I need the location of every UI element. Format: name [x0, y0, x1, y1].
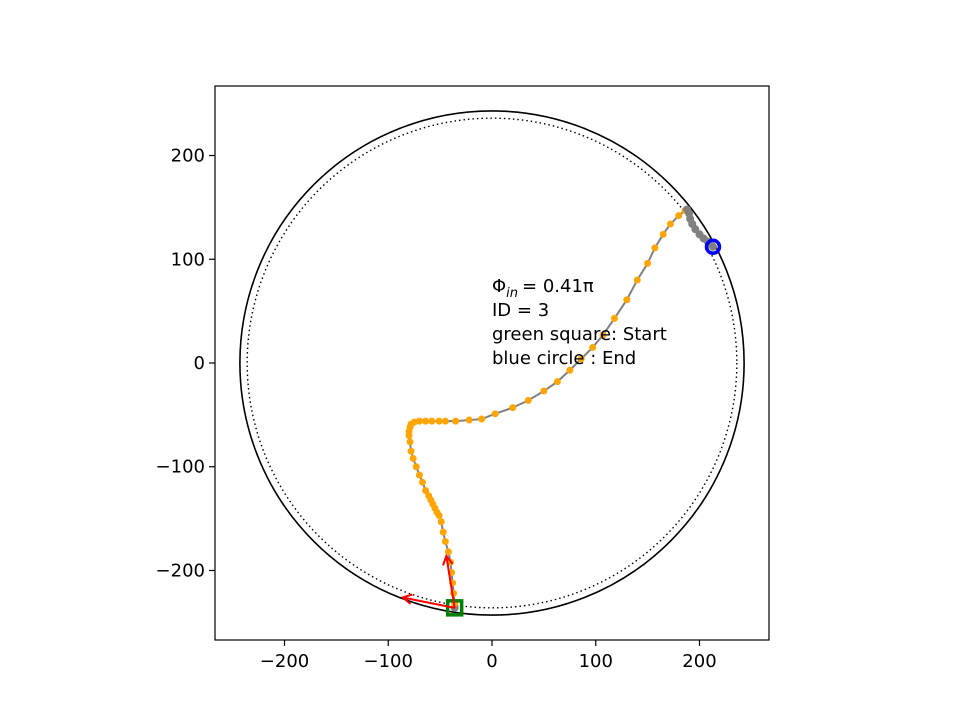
orange-point: [409, 454, 417, 462]
orange-point: [452, 417, 460, 425]
phi-subscript: in: [506, 286, 518, 301]
orange-point: [589, 343, 597, 351]
orange-point: [478, 415, 486, 423]
x-tick-label: 0: [486, 651, 497, 672]
orange-point: [444, 548, 452, 556]
start-square-marker: [445, 599, 464, 617]
x-tick-label: −200: [260, 651, 309, 672]
orange-point: [666, 220, 674, 228]
y-tick-label: 200: [171, 146, 205, 167]
orange-point: [410, 418, 418, 426]
orange-point: [435, 417, 443, 425]
orange-point: [422, 417, 430, 425]
y-tick-label: 0: [194, 353, 205, 374]
orange-point: [540, 387, 548, 395]
boundary-circles: [239, 110, 745, 616]
annotation-id: ID = 3: [492, 300, 549, 321]
orange-point: [599, 331, 607, 339]
direction-arrows: [400, 553, 456, 609]
y-axis-ticks: −200 −100 0 100 200: [156, 146, 215, 581]
orange-point: [415, 417, 423, 425]
phi-in-label: Φin = 0.41π: [492, 276, 594, 301]
orange-point: [422, 487, 430, 495]
orange-point: [465, 416, 473, 424]
orange-point: [651, 244, 659, 252]
orange-point: [577, 355, 585, 363]
end-circle-marker: [704, 238, 722, 256]
trajectory-path: [408, 208, 714, 608]
orange-point: [428, 417, 436, 425]
orange-point: [441, 417, 449, 425]
x-tick-label: 200: [682, 651, 716, 672]
orange-point: [553, 378, 561, 386]
phi-value: = 0.41π: [522, 276, 594, 297]
arrow-shaft-1: [445, 555, 456, 608]
y-tick-label: 100: [171, 249, 205, 270]
start-end-markers: [445, 238, 722, 617]
x-axis-ticks: −200 −100 0 100 200: [260, 640, 717, 672]
orange-point: [406, 438, 414, 446]
orange-point: [566, 366, 574, 374]
outer-boundary-circle: [239, 110, 745, 616]
orange-point: [509, 404, 517, 412]
annotation-end: blue circle : End: [492, 348, 636, 369]
trajectory-line: [408, 208, 714, 608]
y-tick-label: −100: [156, 457, 205, 478]
orange-point: [675, 212, 683, 220]
orange-point: [610, 314, 618, 322]
orange-point: [412, 463, 420, 471]
orange-point: [425, 492, 433, 500]
orange-point: [415, 471, 423, 479]
x-tick-label: −100: [364, 651, 413, 672]
orange-point: [439, 528, 447, 536]
orange-point: [659, 230, 667, 238]
orange-point: [418, 478, 426, 486]
annotation-start: green square: Start: [492, 324, 667, 345]
arrow-shaft-2: [402, 596, 455, 609]
orange-point: [644, 259, 652, 267]
grey-point: [708, 242, 717, 251]
orange-point: [407, 447, 415, 455]
orange-point: [441, 537, 449, 545]
arrow-head-1: [442, 553, 454, 566]
orange-point: [437, 518, 445, 526]
phi-symbol: Φ: [492, 276, 506, 297]
orange-point: [491, 410, 499, 418]
arrow-head-2: [400, 593, 413, 605]
trajectory-points: [405, 205, 717, 612]
orange-point: [623, 296, 631, 304]
orange-point: [633, 276, 641, 284]
inner-dotted-circle: [246, 117, 738, 609]
orange-point: [524, 396, 532, 404]
y-tick-label: −200: [156, 560, 205, 581]
x-tick-label: 100: [579, 651, 613, 672]
